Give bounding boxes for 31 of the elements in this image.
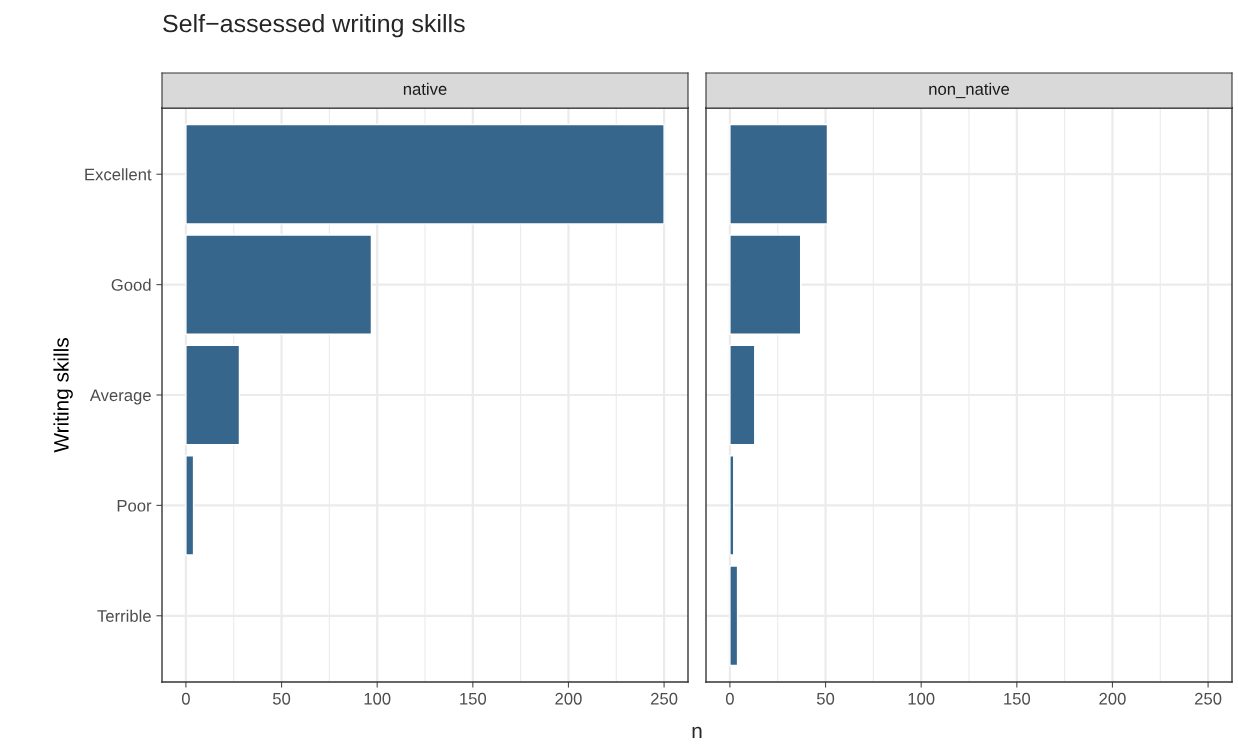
x-tick-label: 250 <box>1195 692 1222 705</box>
x-tick-label: 0 <box>725 692 734 705</box>
x-tick-label: 200 <box>1099 692 1126 705</box>
bar <box>185 123 665 225</box>
y-axis-title: Writing skills <box>53 338 73 453</box>
x-tick-label: 150 <box>460 692 487 705</box>
x-tick-label: 250 <box>651 692 678 705</box>
y-tick-label: Excellent <box>85 168 152 181</box>
y-tick-label: Average <box>89 389 151 405</box>
bar <box>185 344 241 446</box>
x-axis-title: n <box>692 726 702 738</box>
bar <box>729 344 756 446</box>
x-tick-label: 50 <box>816 692 835 705</box>
bar <box>729 234 802 335</box>
y-tick-label: Terrible <box>97 609 151 622</box>
y-tick-label: Poor <box>117 499 152 512</box>
bar <box>185 234 373 335</box>
x-tick-label: 100 <box>908 692 935 705</box>
bar <box>185 455 195 556</box>
chart-title: Self−assessed writing skills <box>163 14 465 38</box>
bar <box>729 123 829 225</box>
x-tick-label: 150 <box>1004 692 1031 705</box>
chart-subtitle: native <box>403 82 447 95</box>
y-tick-label: Good <box>111 278 151 291</box>
bar <box>729 565 739 667</box>
x-tick-label: 100 <box>364 692 391 705</box>
x-tick-label: 50 <box>272 692 291 705</box>
x-tick-label: 0 <box>181 692 190 705</box>
chart-subtitle: non_native <box>929 82 1010 99</box>
x-tick-label: 200 <box>555 692 582 705</box>
bar <box>729 455 735 556</box>
